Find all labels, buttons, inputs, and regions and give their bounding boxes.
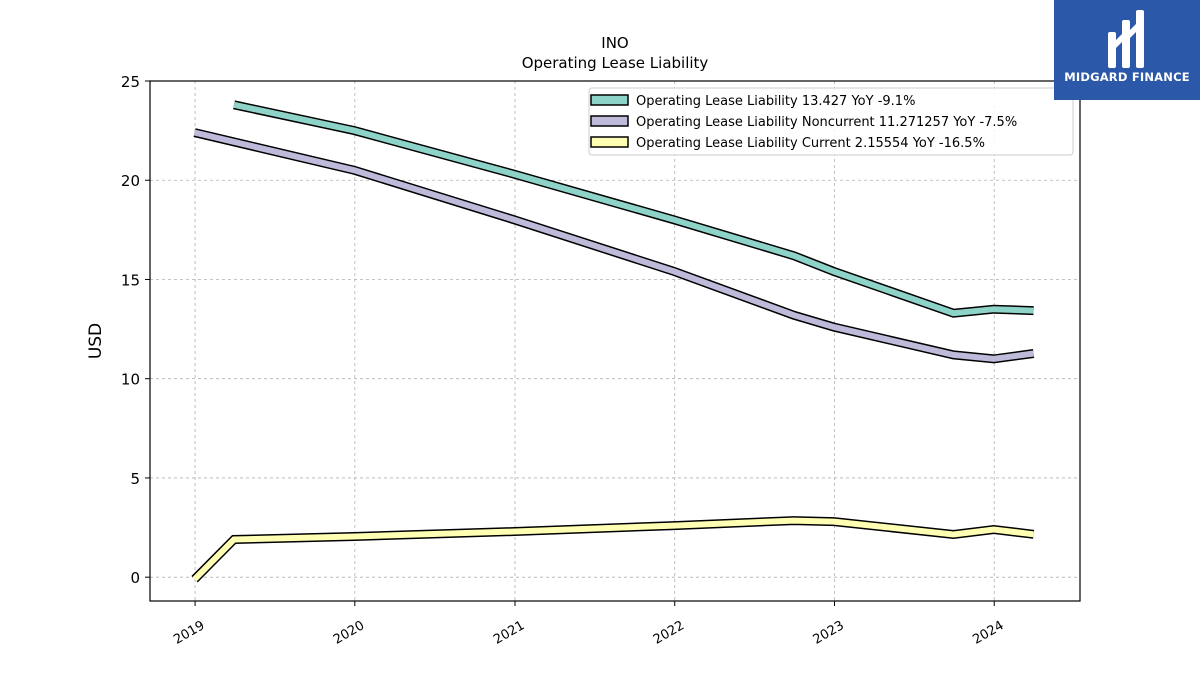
- x-tick-label: 2023: [811, 618, 847, 648]
- y-axis-label: USD: [86, 323, 106, 359]
- y-tick-label: 5: [130, 470, 140, 488]
- brand-name: MIDGARD FINANCE: [1064, 70, 1190, 84]
- chart-title: INO: [601, 34, 628, 52]
- series-outline-1: [193, 128, 1035, 364]
- y-tick-label: 15: [121, 271, 140, 289]
- x-tick-label: 2021: [491, 618, 527, 648]
- brand-logo: MIDGARD FINANCE: [1054, 0, 1200, 100]
- x-tick-label: 2020: [331, 618, 367, 648]
- legend: Operating Lease Liability 13.427 YoY -9.…: [588, 87, 1074, 156]
- legend-swatch-0: [590, 94, 629, 106]
- legend-swatch-2: [590, 136, 629, 148]
- x-axis: 2019 2020 2021 2022 2023 2024: [171, 601, 1007, 648]
- legend-label-0: Operating Lease Liability 13.427 YoY -9.…: [636, 94, 915, 109]
- y-tick-label: 0: [130, 569, 140, 587]
- y-tick-label: 10: [121, 371, 140, 389]
- series-line-2: [192, 517, 1034, 582]
- y-tick-label: 25: [121, 73, 140, 91]
- legend-swatch-1: [590, 115, 629, 127]
- chart-subtitle: Operating Lease Liability: [522, 54, 709, 72]
- legend-label-2: Operating Lease Liability Current 2.1555…: [636, 136, 985, 151]
- midgard-logo-icon: [1108, 10, 1144, 68]
- y-tick-label: 20: [121, 172, 140, 190]
- y-axis: 0 5 10 15 20 25: [121, 73, 150, 587]
- x-tick-label: 2022: [651, 618, 687, 648]
- series-layer: [191, 100, 1035, 583]
- x-tick-label: 2019: [171, 618, 207, 648]
- series-line-0: [233, 101, 1034, 317]
- legend-label-1: Operating Lease Liability Noncurrent 11.…: [636, 115, 1017, 130]
- x-tick-label: 2024: [970, 618, 1006, 648]
- legend-box: [588, 87, 1074, 156]
- series-line-1: [193, 129, 1035, 362]
- plot-area: [149, 80, 1081, 602]
